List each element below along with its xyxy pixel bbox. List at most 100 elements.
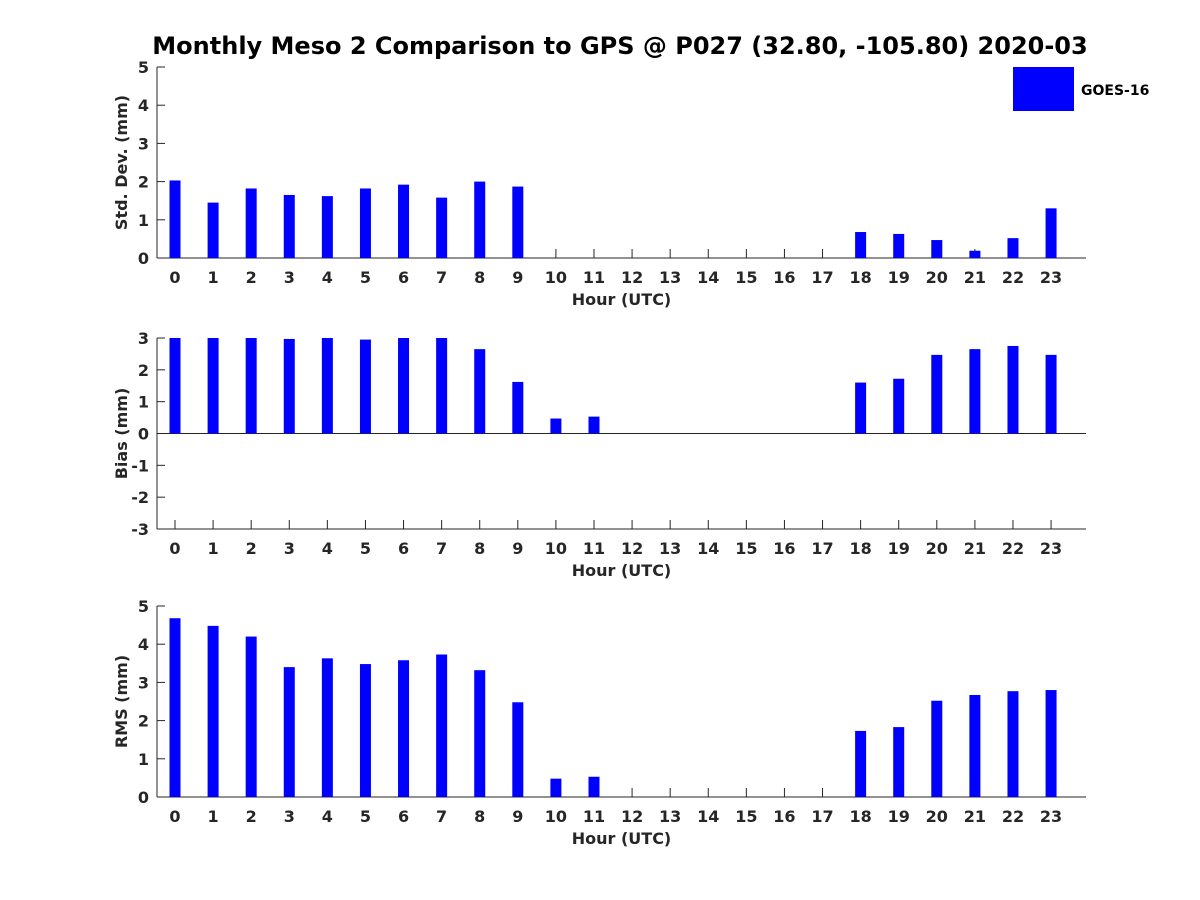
x-tick-label: 5 (360, 807, 371, 826)
x-tick-label: 21 (964, 807, 986, 826)
x-tick-label: 22 (1002, 539, 1024, 558)
x-tick-label: 7 (436, 807, 447, 826)
y-tick-label: -1 (131, 456, 149, 475)
x-tick-label: 23 (1040, 539, 1062, 558)
bar-hour-19 (893, 378, 905, 434)
x-tick-label: 15 (735, 539, 757, 558)
x-tick-label: 11 (583, 807, 605, 826)
bar-hour-8 (474, 349, 486, 434)
x-tick-label: 17 (811, 268, 833, 287)
x-tick-label: 12 (621, 807, 643, 826)
bar-hour-0 (169, 618, 181, 797)
bar-hour-5 (359, 188, 371, 258)
y-tick-label: 4 (138, 635, 149, 654)
x-axis-label: Hour (UTC) (572, 290, 672, 309)
x-tick-label: 7 (436, 539, 447, 558)
x-tick-label: 0 (169, 268, 180, 287)
bar-hour-7 (436, 338, 448, 434)
x-tick-label: 16 (773, 807, 795, 826)
x-tick-label: 20 (926, 807, 948, 826)
x-tick-label: 4 (322, 268, 333, 287)
y-tick-label: 3 (138, 329, 149, 348)
bar-hour-5 (359, 339, 371, 434)
bar-hour-23 (1045, 690, 1057, 797)
bar-hour-9 (512, 702, 524, 797)
bar-hour-19 (893, 727, 905, 797)
legend-swatch (1013, 67, 1074, 111)
x-tick-label: 10 (545, 268, 567, 287)
y-tick-label: 1 (138, 393, 149, 412)
bar-hour-1 (207, 202, 219, 258)
x-tick-label: 11 (583, 539, 605, 558)
x-tick-label: 9 (512, 268, 523, 287)
x-tick-label: 8 (474, 539, 485, 558)
bar-hour-1 (207, 338, 219, 434)
x-tick-label: 12 (621, 268, 643, 287)
y-tick-label: 1 (138, 211, 149, 230)
x-tick-label: 17 (811, 539, 833, 558)
x-tick-label: 1 (208, 539, 219, 558)
x-tick-label: 4 (322, 539, 333, 558)
x-tick-label: 3 (284, 539, 295, 558)
x-tick-label: 10 (545, 539, 567, 558)
x-tick-label: 13 (659, 539, 681, 558)
bar-hour-20 (931, 240, 943, 258)
bar-hour-21 (969, 349, 981, 434)
bar-hour-6 (398, 184, 410, 258)
x-tick-label: 19 (888, 268, 910, 287)
x-tick-label: 3 (284, 268, 295, 287)
bar-hour-10 (550, 778, 562, 797)
x-tick-label: 19 (888, 807, 910, 826)
bar-hour-1 (207, 625, 219, 797)
bar-hour-10 (550, 418, 562, 434)
y-tick-label: 5 (138, 58, 149, 77)
y-axis-label: Std. Dev. (mm) (112, 95, 131, 230)
bar-hour-3 (283, 194, 295, 258)
bar-hour-6 (398, 660, 410, 797)
bar-hour-6 (398, 338, 410, 434)
x-tick-label: 2 (246, 268, 257, 287)
bar-hour-11 (588, 776, 600, 797)
x-tick-label: 0 (169, 539, 180, 558)
y-tick-label: 1 (138, 750, 149, 769)
bar-hour-8 (474, 670, 486, 797)
bar-hour-19 (893, 233, 905, 258)
bar-hour-11 (588, 416, 600, 434)
bar-hour-8 (474, 181, 486, 258)
x-tick-label: 18 (849, 539, 871, 558)
x-tick-label: 18 (849, 268, 871, 287)
x-tick-label: 2 (246, 539, 257, 558)
x-tick-label: 1 (208, 807, 219, 826)
y-tick-label: 3 (138, 673, 149, 692)
x-tick-label: 2 (246, 807, 257, 826)
x-tick-label: 12 (621, 539, 643, 558)
x-tick-label: 9 (512, 807, 523, 826)
x-tick-label: 8 (474, 807, 485, 826)
bar-hour-20 (931, 700, 943, 797)
legend: GOES-16 (1013, 67, 1149, 111)
y-tick-label: 3 (138, 134, 149, 153)
x-tick-label: 7 (436, 268, 447, 287)
x-tick-label: 0 (169, 807, 180, 826)
y-axis-label: RMS (mm) (112, 655, 131, 748)
y-tick-label: 0 (138, 788, 149, 807)
bar-hour-4 (321, 658, 333, 797)
x-tick-label: 11 (583, 268, 605, 287)
x-tick-label: 13 (659, 807, 681, 826)
y-tick-label: 2 (138, 361, 149, 380)
x-tick-label: 23 (1040, 807, 1062, 826)
x-tick-label: 13 (659, 268, 681, 287)
bar-hour-5 (359, 664, 371, 797)
x-tick-label: 21 (964, 539, 986, 558)
bar-hour-2 (245, 636, 257, 797)
bar-hour-2 (245, 188, 257, 258)
x-tick-label: 17 (811, 807, 833, 826)
bar-hour-9 (512, 381, 524, 434)
y-axis-label: Bias (mm) (112, 388, 131, 480)
y-tick-label: -2 (131, 488, 149, 507)
bar-hour-20 (931, 354, 943, 434)
x-tick-label: 8 (474, 268, 485, 287)
bar-hour-23 (1045, 354, 1057, 434)
bar-hour-9 (512, 186, 524, 258)
